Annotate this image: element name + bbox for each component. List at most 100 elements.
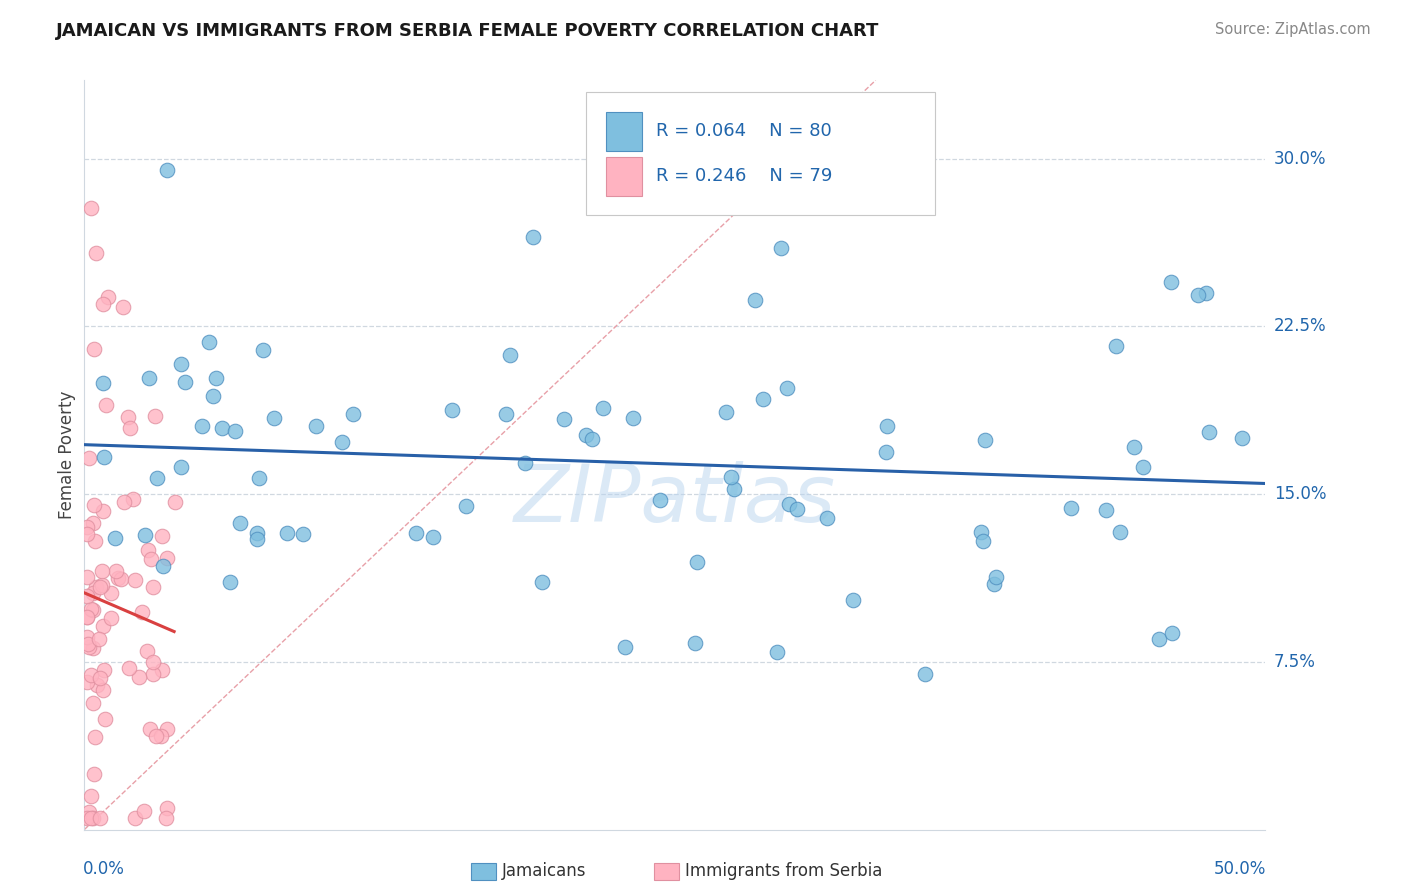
Point bbox=[156, 551, 179, 566]
Point bbox=[1105, 339, 1128, 353]
Bar bbox=[606, 112, 641, 151]
Point bbox=[77, 640, 100, 654]
Point bbox=[107, 571, 129, 585]
Point bbox=[76, 609, 98, 624]
Bar bbox=[606, 157, 641, 195]
Point bbox=[530, 574, 553, 589]
Text: Source: ZipAtlas.com: Source: ZipAtlas.com bbox=[1215, 22, 1371, 37]
Point bbox=[752, 392, 775, 406]
Text: Jamaicans: Jamaicans bbox=[502, 863, 586, 880]
Point bbox=[723, 483, 745, 497]
Point bbox=[1198, 425, 1220, 439]
Point bbox=[1122, 441, 1144, 455]
Point bbox=[90, 578, 112, 592]
Point bbox=[330, 434, 353, 449]
Point bbox=[170, 459, 193, 474]
Point bbox=[83, 730, 105, 744]
Point bbox=[522, 230, 544, 244]
Point bbox=[83, 766, 105, 780]
Point bbox=[495, 407, 517, 421]
Point bbox=[80, 789, 103, 803]
Point bbox=[156, 162, 179, 177]
Text: ZIPatlas: ZIPatlas bbox=[513, 461, 837, 539]
Point bbox=[82, 586, 104, 600]
Point bbox=[291, 527, 314, 541]
Point bbox=[156, 801, 179, 815]
Point bbox=[247, 471, 270, 485]
Point bbox=[683, 636, 706, 650]
Point bbox=[142, 655, 165, 669]
Point bbox=[621, 411, 644, 425]
Point bbox=[82, 516, 104, 530]
Point bbox=[150, 663, 173, 677]
Point bbox=[139, 722, 162, 736]
Point bbox=[614, 640, 637, 654]
Point bbox=[145, 471, 167, 485]
Point bbox=[93, 450, 115, 464]
Point bbox=[875, 444, 897, 458]
Point bbox=[120, 421, 142, 435]
Point bbox=[152, 558, 174, 573]
Point bbox=[815, 510, 838, 524]
Point bbox=[80, 668, 103, 682]
Point bbox=[224, 424, 246, 438]
Point bbox=[1095, 503, 1118, 517]
Point bbox=[914, 667, 936, 681]
Point bbox=[229, 516, 252, 530]
Point bbox=[76, 526, 98, 541]
Point bbox=[1230, 431, 1253, 445]
Point bbox=[986, 570, 1008, 584]
Point bbox=[117, 409, 139, 424]
Point bbox=[422, 530, 444, 544]
Point bbox=[89, 811, 111, 825]
Point bbox=[219, 574, 242, 589]
Point bbox=[198, 335, 221, 350]
Text: 0.0%: 0.0% bbox=[83, 860, 125, 878]
Point bbox=[91, 619, 114, 633]
Point bbox=[121, 491, 143, 506]
Point bbox=[145, 729, 167, 743]
Text: Immigrants from Serbia: Immigrants from Serbia bbox=[685, 863, 882, 880]
Point bbox=[110, 572, 132, 586]
Point bbox=[252, 343, 274, 357]
Point bbox=[135, 644, 157, 658]
Point bbox=[134, 528, 156, 542]
Point bbox=[553, 412, 575, 426]
Point bbox=[1108, 525, 1130, 540]
Point bbox=[105, 564, 128, 578]
Point bbox=[163, 495, 186, 509]
Point bbox=[440, 403, 463, 417]
Point bbox=[91, 376, 114, 391]
Point bbox=[1132, 459, 1154, 474]
Text: R = 0.246    N = 79: R = 0.246 N = 79 bbox=[657, 167, 832, 186]
Point bbox=[94, 398, 117, 412]
Point bbox=[76, 610, 98, 624]
Point bbox=[876, 418, 898, 433]
Point bbox=[778, 497, 800, 511]
Point bbox=[82, 696, 104, 710]
Y-axis label: Female Poverty: Female Poverty bbox=[58, 391, 76, 519]
Point bbox=[191, 419, 214, 434]
Point bbox=[775, 381, 797, 395]
Point bbox=[131, 606, 153, 620]
Point bbox=[91, 297, 114, 311]
Point bbox=[246, 532, 269, 546]
Point bbox=[581, 432, 603, 446]
Point bbox=[84, 580, 107, 594]
Point bbox=[1161, 626, 1184, 640]
Point bbox=[89, 580, 111, 594]
Point bbox=[76, 675, 98, 690]
Point bbox=[156, 722, 179, 736]
Point bbox=[454, 499, 477, 513]
Point bbox=[93, 712, 115, 726]
Point bbox=[83, 498, 105, 512]
FancyBboxPatch shape bbox=[586, 92, 935, 215]
Point bbox=[93, 663, 115, 677]
Point bbox=[128, 670, 150, 684]
Point bbox=[201, 389, 224, 403]
Point bbox=[1147, 632, 1170, 647]
Point bbox=[405, 525, 427, 540]
Text: 22.5%: 22.5% bbox=[1274, 318, 1326, 335]
Point bbox=[786, 501, 808, 516]
Point bbox=[342, 407, 364, 421]
